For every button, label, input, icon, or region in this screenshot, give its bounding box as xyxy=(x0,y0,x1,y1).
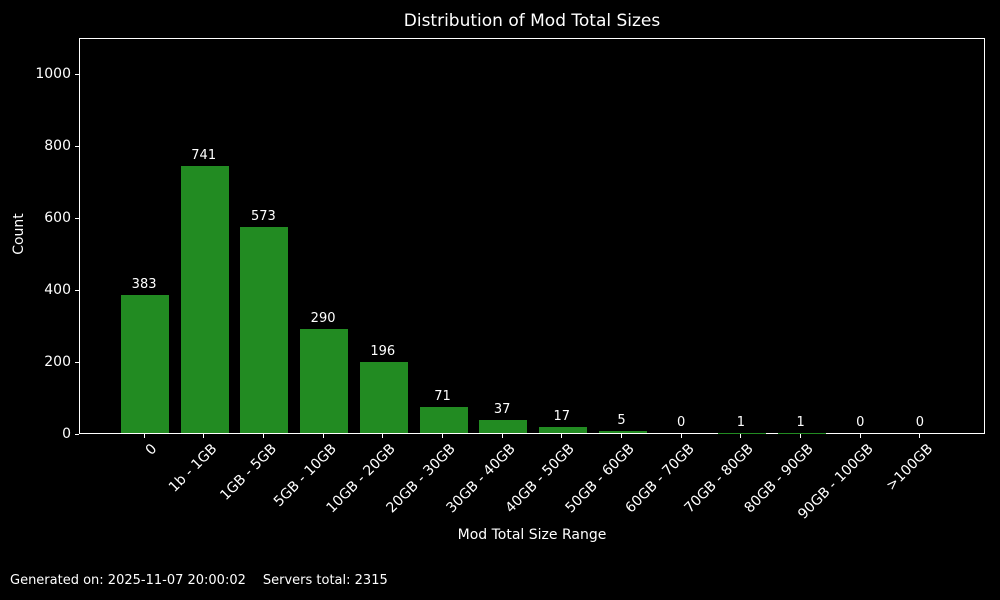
bar-value-label: 71 xyxy=(434,389,451,405)
bar-value-label: 5 xyxy=(617,413,626,429)
bar xyxy=(419,407,468,433)
y-tick-label: 0 xyxy=(62,426,71,442)
bar xyxy=(121,295,170,433)
bar-value-label: 1 xyxy=(796,414,805,430)
y-tick-mark xyxy=(75,145,79,147)
footer: Generated on: 2025-11-07 20:00:02 Servers… xyxy=(10,573,388,589)
bar-value-label: 0 xyxy=(677,415,686,430)
x-tick-mark xyxy=(382,434,384,438)
y-tick-label: 600 xyxy=(44,210,71,226)
bar-value-label: 196 xyxy=(370,344,396,360)
bar-value-label: 37 xyxy=(493,401,511,417)
y-tick-mark xyxy=(75,73,79,75)
bar xyxy=(240,226,289,433)
bar xyxy=(180,166,229,433)
x-tick-label: 1b - 1GB xyxy=(165,441,221,496)
generated-on-text: Generated on: 2025-11-07 20:00:02 xyxy=(10,573,246,588)
bar xyxy=(538,426,587,433)
x-tick-mark xyxy=(561,434,563,438)
y-tick-label: 200 xyxy=(44,354,71,370)
bar-value-label: 383 xyxy=(131,277,157,293)
x-tick-label: 1GB - 5GB xyxy=(217,441,280,504)
x-tick-mark xyxy=(800,434,802,438)
x-axis-label: Mod Total Size Range xyxy=(457,527,607,543)
x-tick-mark xyxy=(859,434,861,438)
y-axis-label: Count xyxy=(11,213,27,255)
x-tick-mark xyxy=(322,434,324,438)
x-tick-mark xyxy=(501,434,503,438)
x-tick-label: 0 xyxy=(142,441,161,459)
x-tick-mark xyxy=(621,434,622,438)
bar-value-label: 741 xyxy=(191,148,217,164)
chart-title: Distribution of Mod Total Sizes xyxy=(403,11,661,31)
y-tick-label: 800 xyxy=(44,138,71,154)
bar-value-label: 290 xyxy=(310,310,336,326)
y-tick-mark xyxy=(75,433,79,435)
x-tick-mark xyxy=(919,434,921,438)
x-tick-mark xyxy=(262,434,264,438)
x-tick-mark xyxy=(442,434,443,438)
x-tick-mark xyxy=(680,434,682,438)
y-tick-mark xyxy=(75,289,79,291)
x-tick-mark xyxy=(740,434,742,438)
y-tick-mark xyxy=(75,361,79,363)
plot-area xyxy=(79,38,985,434)
y-tick-label: 1000 xyxy=(35,66,71,82)
bar-value-label: 573 xyxy=(250,208,276,224)
bar-value-label: 0 xyxy=(856,415,865,430)
y-tick-mark xyxy=(75,217,79,219)
y-tick-label: 400 xyxy=(44,282,71,298)
servers-total-text: Servers total: 2315 xyxy=(262,573,388,588)
bar-value-label: 17 xyxy=(553,408,571,424)
x-tick-mark xyxy=(143,434,145,438)
bar xyxy=(359,362,408,433)
bar xyxy=(300,328,349,433)
bar-value-label: 0 xyxy=(915,415,925,430)
x-tick-mark xyxy=(203,434,205,438)
bar xyxy=(479,419,528,433)
x-tick-label: >100GB xyxy=(883,441,937,494)
bar xyxy=(598,431,647,433)
bar-value-label: 1 xyxy=(736,414,746,430)
